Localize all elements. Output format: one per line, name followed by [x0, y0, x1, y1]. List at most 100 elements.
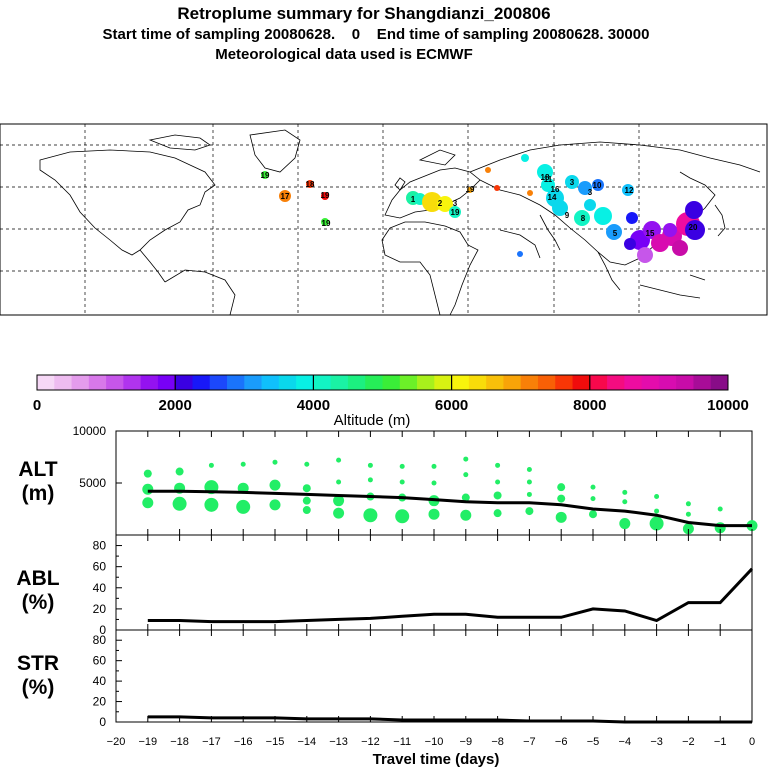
colorbar-cell: [54, 375, 72, 390]
y-tick-label: 40: [93, 581, 107, 595]
map-gridlines: [0, 124, 767, 315]
str-label-line1: STR: [17, 652, 59, 675]
colorbar-cell: [434, 375, 452, 390]
cluster-age-label: 19: [466, 185, 475, 194]
trajectory-marker: [584, 199, 596, 211]
trajectory-marker: [622, 184, 634, 196]
cluster-age-label: 19: [322, 219, 331, 228]
cluster-age-label: 11: [544, 175, 553, 184]
particle-cluster-dot: [461, 493, 470, 502]
particle-cluster-dot: [619, 518, 631, 530]
particle-cluster-dot: [302, 496, 311, 505]
particle-cluster-dot: [685, 501, 691, 507]
y-tick-label: 40: [93, 674, 107, 688]
cluster-age-label: 18: [306, 180, 315, 189]
str-label-line2: (%): [22, 676, 55, 699]
cluster-age-label: 19: [321, 191, 330, 200]
colorbar-cell: [520, 375, 539, 390]
colorbar-tick-label: 8000: [573, 397, 606, 414]
x-tick-label: 0: [749, 736, 755, 748]
colorbar-tick-label: 4000: [297, 397, 330, 414]
particle-cluster-dot: [493, 491, 502, 500]
x-tick-label: −9: [460, 736, 473, 748]
particle-cluster-dot: [557, 494, 566, 503]
colorbar-cell: [123, 375, 142, 390]
y-tick-label: 0: [99, 623, 106, 637]
particle-cluster-dot: [367, 462, 373, 468]
colorbar-cell: [537, 375, 556, 390]
trajectory-marker: [527, 190, 533, 196]
trajectory-marker: [449, 206, 461, 218]
particle-cluster-dot: [269, 479, 281, 491]
particle-cluster-dot: [682, 523, 694, 535]
particle-cluster-dot: [269, 499, 281, 511]
trajectory-marker: [521, 154, 529, 162]
trajectory-marker: [279, 190, 291, 202]
particle-cluster-dot: [302, 506, 311, 515]
colorbar-cell: [451, 375, 470, 390]
x-tick-label: −2: [682, 736, 695, 748]
trajectory-marker: [606, 224, 622, 240]
particle-cluster-dot: [557, 483, 566, 492]
cluster-age-label: 15: [646, 229, 655, 238]
particle-cluster-dot: [204, 497, 219, 512]
particle-cluster-dot: [172, 496, 187, 511]
trajectory-marker: [592, 179, 604, 191]
particle-cluster-dot: [493, 509, 502, 518]
trajectory-marker: [637, 247, 653, 263]
colorbar-cell: [106, 375, 124, 390]
cluster-age-label: 14: [548, 193, 557, 202]
colorbar-cell: [589, 375, 608, 390]
cluster-age-label: 8: [581, 214, 586, 223]
cluster-age-label: 10: [593, 181, 602, 190]
x-tick-label: −10: [425, 736, 444, 748]
particle-cluster-dot: [399, 479, 405, 485]
colorbar-cell: [209, 375, 228, 390]
x-tick-label: −5: [587, 736, 600, 748]
particle-cluster-dot: [236, 499, 251, 514]
trajectory-marker: [685, 201, 703, 219]
colorbar-cell: [658, 375, 677, 390]
x-tick-label: −19: [138, 736, 157, 748]
particle-cluster-dot: [463, 456, 469, 462]
y-tick-label: 60: [93, 654, 107, 668]
trajectory-marker: [552, 200, 568, 216]
particle-cluster-dot: [428, 508, 440, 520]
trajectory-marker: [541, 178, 555, 192]
colorbar-cell: [175, 375, 193, 390]
coastlines: [39, 129, 761, 316]
trajectory-marker: [422, 192, 442, 212]
cluster-age-label: 3: [453, 199, 458, 208]
cluster-age-label: 1: [411, 195, 416, 204]
cluster-age-label: 19: [261, 171, 270, 180]
colorbar-cell: [710, 375, 729, 390]
particle-cluster-dot: [555, 511, 567, 523]
abl-panel: ABL (%) 0 20 40 60 80: [16, 534, 754, 637]
colorbar-cell: [278, 375, 297, 390]
met-data-line: Meteorological data used is ECMWF: [215, 46, 473, 63]
x-tick-label: −18: [170, 736, 189, 748]
x-tick-label: −1: [714, 736, 727, 748]
y-tick-label: 60: [93, 560, 107, 574]
particle-cluster-dot: [717, 506, 723, 512]
y-tick-label: 20: [93, 602, 107, 616]
cluster-age-label: 3: [570, 178, 575, 187]
particle-cluster-dot: [336, 479, 342, 485]
particle-cluster-dot: [143, 469, 152, 478]
particle-cluster-dot: [240, 461, 246, 467]
abl-label-line1: ABL: [16, 567, 59, 590]
colorbar-cell: [261, 375, 280, 390]
particle-cluster-dot: [654, 494, 660, 500]
cluster-age-label: 5: [613, 229, 618, 238]
particle-cluster-dot: [590, 484, 596, 490]
cluster-age-label: 9: [565, 211, 570, 220]
sampling-time-line: Start time of sampling 20080628. 0 End t…: [102, 26, 650, 43]
colorbar-cell: [624, 375, 643, 390]
particle-cluster-dot: [302, 484, 311, 493]
colorbar-tick-label: 2000: [159, 397, 192, 414]
colorbar-cell: [417, 375, 435, 390]
x-tick-label: −7: [523, 736, 536, 748]
trajectory-marker: [306, 180, 314, 188]
particle-cluster-dot: [367, 477, 373, 483]
